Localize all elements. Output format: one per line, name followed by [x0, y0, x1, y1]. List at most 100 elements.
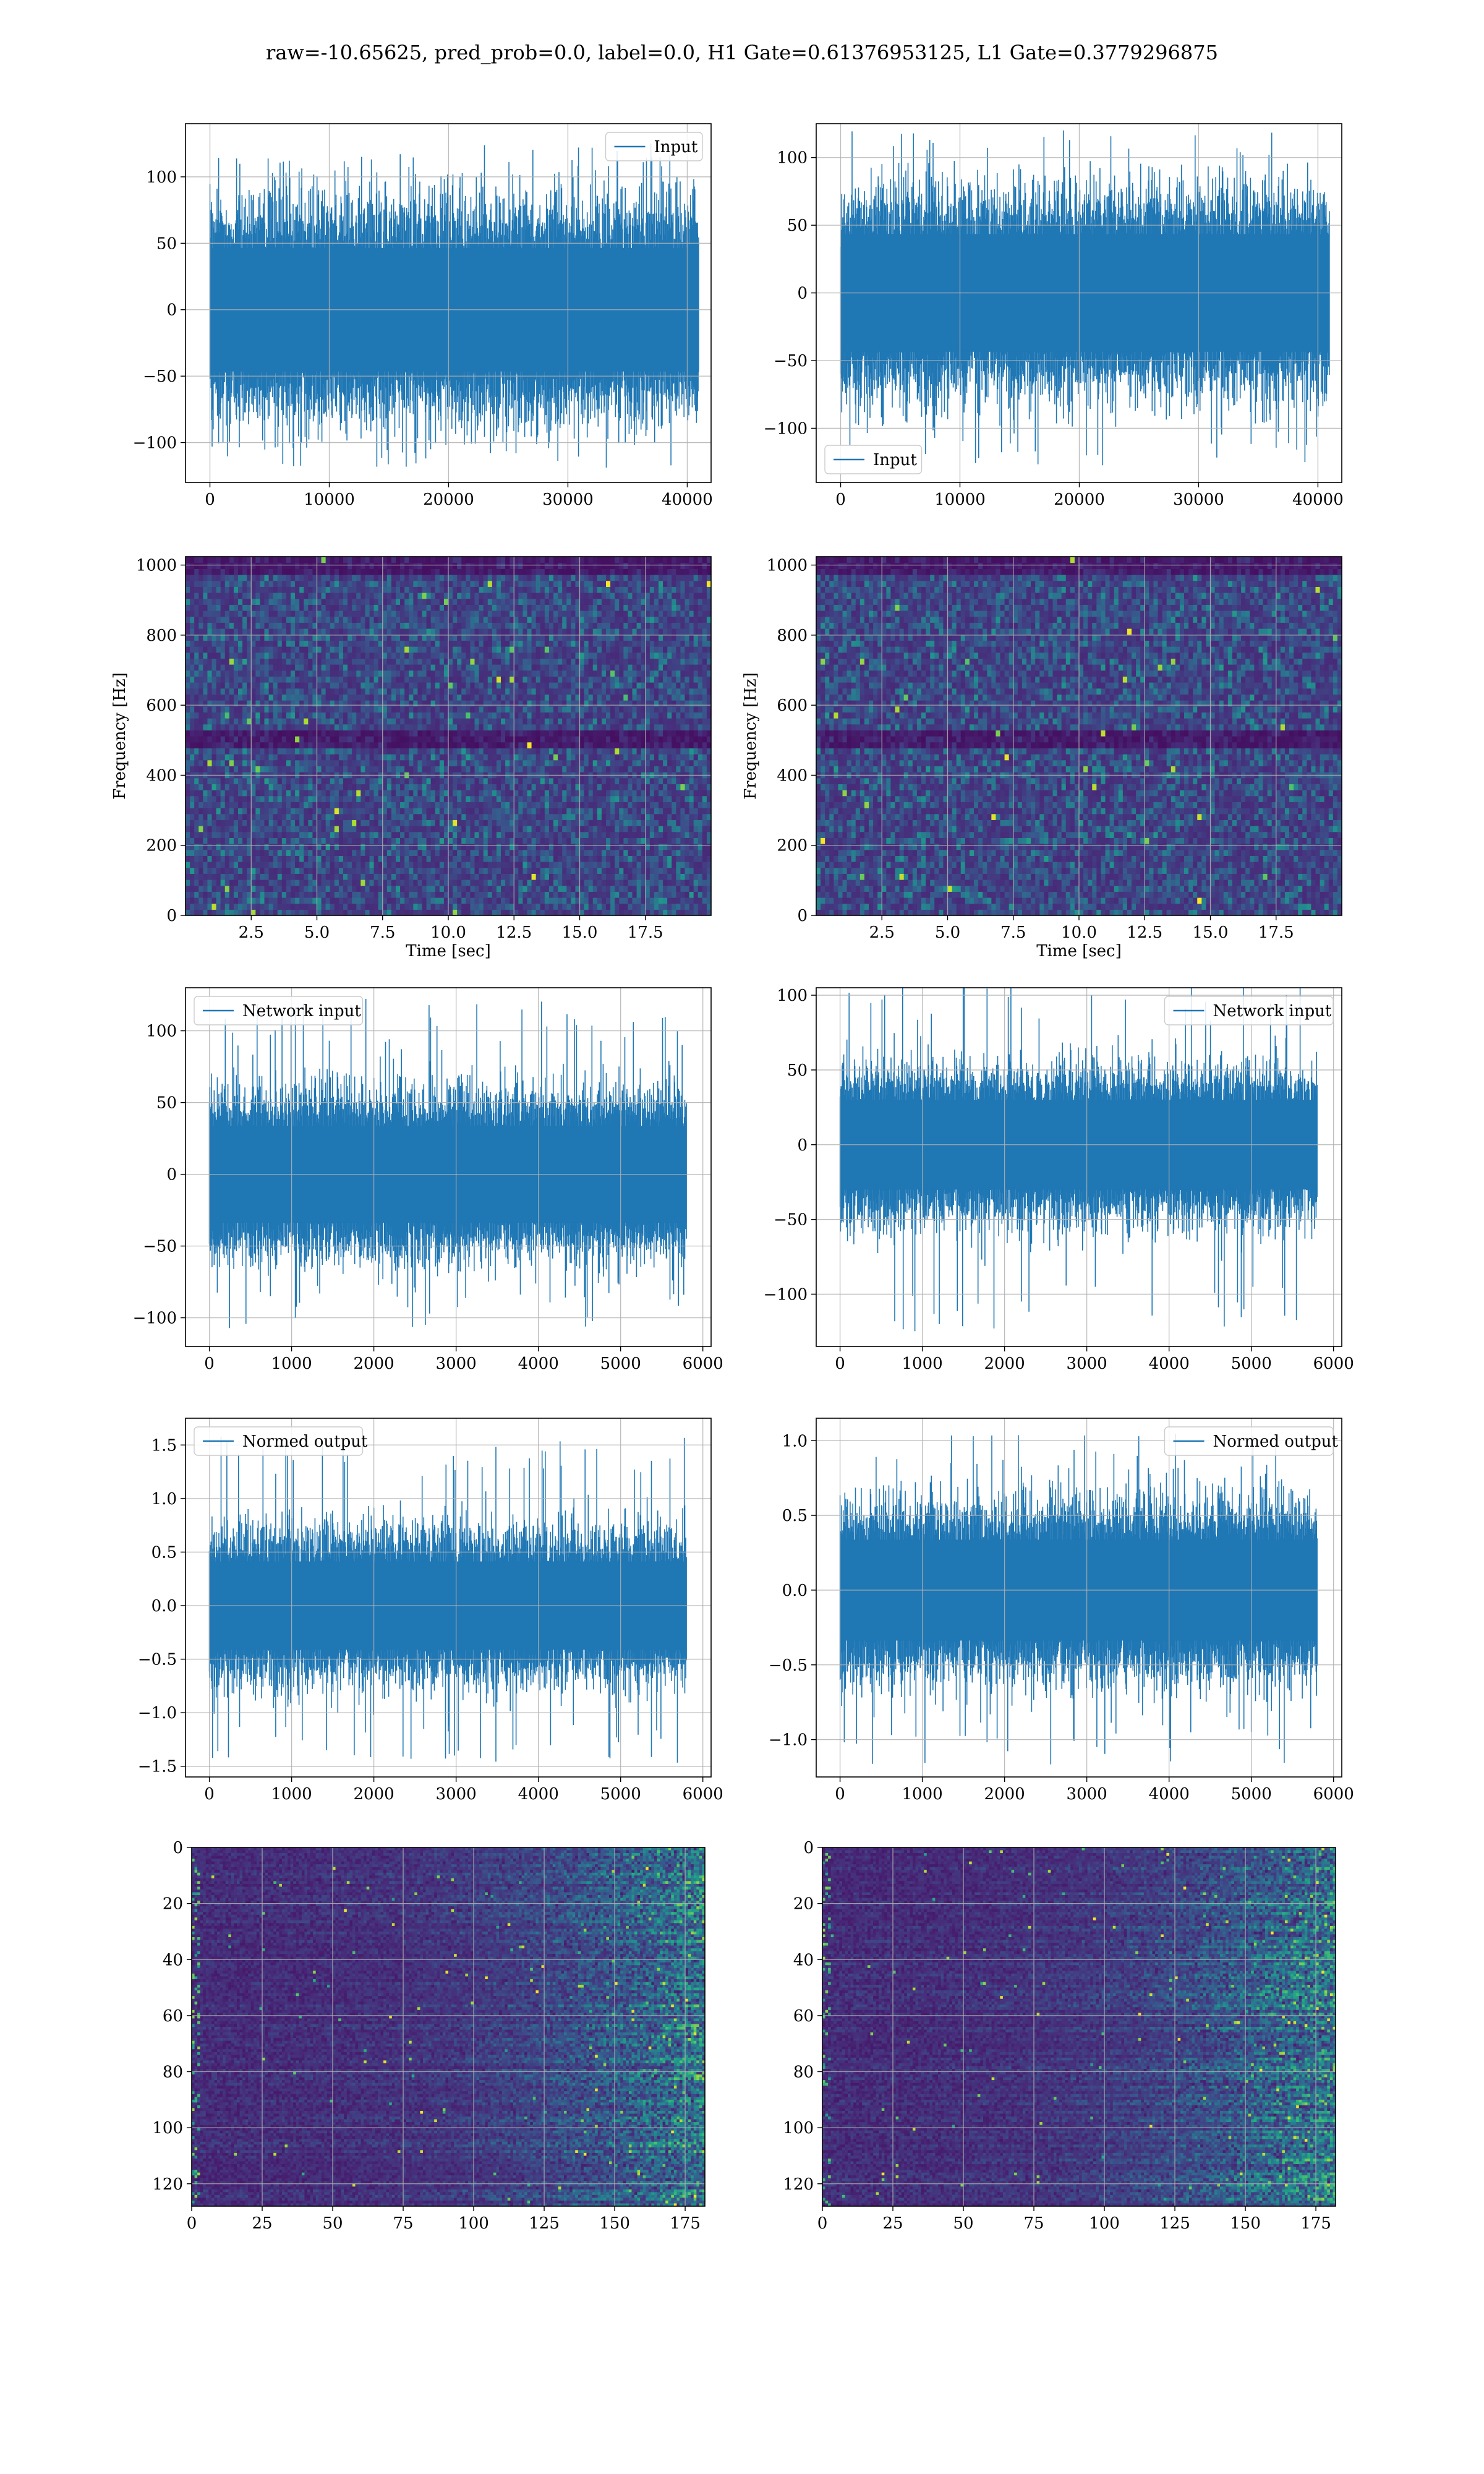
y-tick-label: 1000	[767, 557, 808, 575]
x-tick-label: 1000	[902, 1355, 943, 1373]
x-tick-label: 10.0	[1061, 923, 1097, 942]
legend: Network input	[1165, 996, 1334, 1025]
x-tick-label: 30000	[1173, 490, 1224, 509]
legend: Normed output	[194, 1427, 368, 1455]
x-tick-label: 2.5	[239, 923, 264, 942]
x-tick-label: 10.0	[430, 923, 466, 942]
legend-label: Normed output	[242, 1432, 368, 1451]
x-tick-label: 25	[882, 2214, 903, 2233]
y-tick-label: 0	[797, 907, 808, 925]
y-tick-label: −50	[143, 367, 177, 386]
legend-label: Input	[873, 451, 917, 469]
y-tick-label: −50	[774, 1211, 808, 1230]
y-tick-label: 60	[793, 2007, 814, 2026]
x-tick-label: 75	[393, 2214, 413, 2233]
x-tick-label: 1000	[271, 1355, 312, 1373]
x-tick-label: 0	[205, 490, 215, 509]
y-tick-label: −0.5	[769, 1656, 808, 1675]
x-tick-label: 5000	[1231, 1355, 1272, 1373]
y-tick-label: 100	[152, 2119, 183, 2138]
x-tick-label: 150	[599, 2214, 630, 2233]
x-tick-label: 125	[529, 2214, 560, 2233]
x-tick-label: 15.0	[1193, 923, 1229, 942]
x-tick-label: 5.0	[304, 923, 330, 942]
y-tick-label: 200	[146, 837, 177, 855]
y-tick-label: 0	[173, 1839, 183, 1857]
x-tick-label: 3000	[436, 1785, 477, 1804]
x-tick-label: 0	[204, 1785, 215, 1804]
y-tick-label: −100	[764, 1285, 808, 1304]
y-tick-label: 800	[146, 627, 177, 645]
x-tick-label: 50	[322, 2214, 343, 2233]
y-tick-label: 100	[777, 149, 808, 168]
y-tick-label: 100	[777, 987, 808, 1005]
y-tick-label: 1.0	[782, 1432, 808, 1450]
y-tick-label: −100	[133, 434, 177, 453]
y-tick-label: 600	[777, 696, 808, 715]
x-axis-label: Time [sec]	[406, 942, 491, 961]
chart-spectrogram-l1: 2.5 5.0 7.5 10.0 12.5 15.0 17.5020040060080010…	[816, 557, 1342, 915]
y-tick-label: 0.5	[151, 1543, 177, 1562]
y-tick-label: 400	[777, 766, 808, 785]
y-tick-label: 100	[146, 168, 177, 187]
x-tick-label: 17.5	[1258, 923, 1294, 942]
chart-normed-output-l1: 0 1000 2000 3000 4000 5000 6000−1.0−0.50.00.51…	[816, 1418, 1342, 1777]
y-tick-label: 50	[156, 234, 177, 253]
y-tick-label: 1000	[136, 557, 177, 575]
x-tick-label: 1000	[902, 1785, 943, 1804]
y-tick-label: 200	[777, 837, 808, 855]
x-tick-label: 12.5	[496, 923, 532, 942]
x-tick-label: 5.0	[935, 923, 960, 942]
x-tick-label: 150	[1230, 2214, 1261, 2233]
y-tick-label: 0.0	[151, 1597, 177, 1616]
y-tick-label: 0	[803, 1839, 814, 1857]
y-tick-label: −100	[764, 419, 808, 438]
x-tick-label: 7.5	[370, 923, 395, 942]
y-axis-label: Frequency [Hz]	[111, 672, 129, 800]
plot-area	[210, 999, 687, 1328]
x-tick-label: 25	[252, 2214, 272, 2233]
y-tick-label: 0	[166, 1166, 177, 1184]
x-tick-label: 0	[835, 1785, 845, 1804]
x-tick-label: 50	[953, 2214, 973, 2233]
legend: Normed output	[1165, 1427, 1339, 1455]
chart-spectrogram-h1: 2.5 5.0 7.5 10.0 12.5 15.0 17.5020040060080010…	[186, 557, 711, 915]
x-tick-label: 175	[670, 2214, 701, 2233]
x-tick-label: 0	[835, 490, 846, 509]
y-tick-label: 50	[156, 1094, 177, 1113]
x-tick-label: 5000	[1231, 1785, 1272, 1804]
y-tick-label: 20	[163, 1895, 183, 1914]
x-axis-label: Time [sec]	[1036, 942, 1122, 961]
y-tick-label: 40	[163, 1951, 183, 1969]
figure-title: raw=-10.65625, pred_prob=0.0, label=0.0,…	[0, 41, 1484, 64]
y-tick-label: 80	[163, 2063, 183, 2082]
x-tick-label: 6000	[683, 1785, 723, 1804]
plot-area	[822, 1847, 1336, 2207]
x-tick-label: 2000	[354, 1785, 394, 1804]
y-tick-label: 20	[793, 1895, 814, 1914]
x-tick-label: 17.5	[628, 923, 663, 942]
plot-area	[192, 1847, 706, 2207]
x-tick-label: 2000	[984, 1355, 1025, 1373]
legend: Input	[606, 132, 703, 161]
x-tick-label: 100	[1089, 2214, 1120, 2233]
y-axis-label: Frequency [Hz]	[741, 672, 760, 800]
y-tick-label: 60	[163, 2007, 183, 2026]
legend-label: Normed output	[1213, 1432, 1339, 1451]
y-tick-label: 120	[783, 2175, 814, 2194]
y-tick-label: 0.5	[782, 1507, 808, 1525]
chart-network-input-l1: 0 1000 2000 3000 4000 5000 6000−100−50050100Ne…	[816, 988, 1342, 1346]
y-tick-label: 400	[146, 766, 177, 785]
y-tick-label: 50	[787, 1061, 808, 1080]
x-tick-label: 3000	[1067, 1355, 1107, 1373]
legend-label: Input	[654, 138, 698, 156]
y-tick-label: 120	[152, 2175, 183, 2194]
x-tick-label: 12.5	[1127, 923, 1162, 942]
x-tick-label: 0	[204, 1355, 215, 1373]
x-tick-label: 3000	[436, 1355, 477, 1373]
x-tick-label: 1000	[271, 1785, 312, 1804]
x-tick-label: 75	[1023, 2214, 1044, 2233]
x-tick-label: 15.0	[562, 923, 598, 942]
x-tick-label: 6000	[1313, 1785, 1354, 1804]
x-tick-label: 20000	[1054, 490, 1105, 509]
